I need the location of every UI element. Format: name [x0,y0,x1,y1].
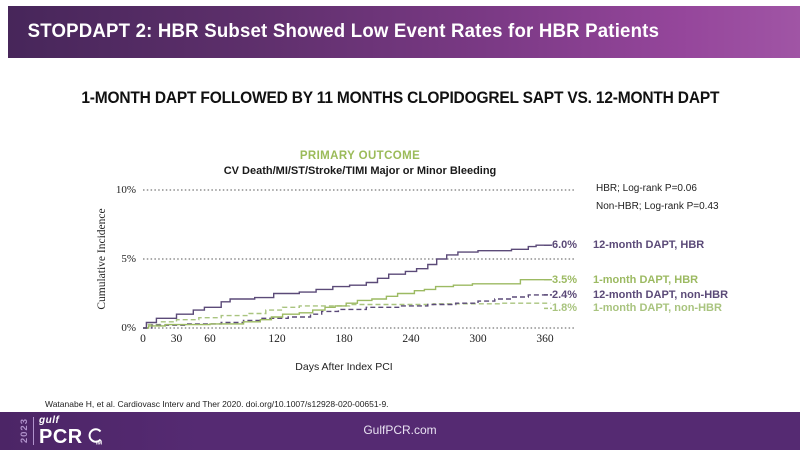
logo-pcr: PCR [39,425,83,448]
logrank-hbr: HBR; Log-rank P=0.06 [596,183,697,194]
x-axis-label: Days After Index PCI [295,361,393,373]
subtitle-row: 1-MONTH DAPT FOLLOWED BY 11 MONTHS CLOPI… [0,89,800,108]
x-tick-label: 120 [268,333,286,345]
x-tick-label: 0 [140,333,146,345]
footer-bar: 2023 gulf PCR IM GulfPCR.com [0,412,800,450]
x-tick-label: 300 [469,333,487,345]
chart-endpoint-title: CV Death/MI/ST/Stroke/TIMI Major or Mino… [223,165,497,177]
km-curves-plot [143,189,575,329]
series-line-12-month-dapt-non-hbr [143,294,551,329]
slide-title: STOPDAPT 2: HBR Subset Showed Low Event … [27,21,660,42]
cim-circle-icon: IM [88,428,103,447]
series-line-12-month-dapt-hbr [143,244,551,329]
series-name: 12-month DAPT, HBR [593,239,705,252]
slide-header: STOPDAPT 2: HBR Subset Showed Low Event … [8,6,800,58]
svg-text:IM: IM [96,441,103,447]
series-name: 12-month DAPT, non-HBR [593,288,729,301]
x-tick-label: 240 [402,333,420,345]
footer-website: GulfPCR.com [363,423,437,437]
y-tick-label: 10% [115,184,136,196]
series-name: 1-month DAPT, HBR [593,273,699,286]
series-name: 1-month DAPT, non-HBR [593,302,722,315]
series-line-1-month-dapt-non-hbr [143,302,551,329]
logo-wordmark: gulf PCR [39,414,83,448]
series-end-value: 1.8% [552,302,578,315]
series-end-value: 2.4% [552,288,578,301]
x-tick-label: 360 [536,333,554,345]
citation: Watanabe H, et al. Cardiovasc Interv and… [45,399,389,409]
slide-subtitle: 1-MONTH DAPT FOLLOWED BY 11 MONTHS CLOPI… [81,89,719,107]
x-tick-label: 60 [204,333,216,345]
series-end-value: 3.5% [552,273,578,286]
x-tick-label: 30 [170,333,183,345]
series-line-1-month-dapt-hbr [143,279,551,329]
logrank-nonhbr: Non-HBR; Log-rank P=0.43 [596,201,719,212]
y-tick-label: 0% [121,322,136,334]
y-tick-label: 5% [121,253,136,265]
x-tick-label: 180 [335,333,353,345]
logo-gulf: gulf [39,414,60,426]
gulfpcr-logo: 2023 gulf PCR IM [19,414,105,448]
chart-kicker: PRIMARY OUTCOME [299,150,421,162]
logo-divider [33,417,34,445]
series-end-value: 6.0% [552,239,578,252]
